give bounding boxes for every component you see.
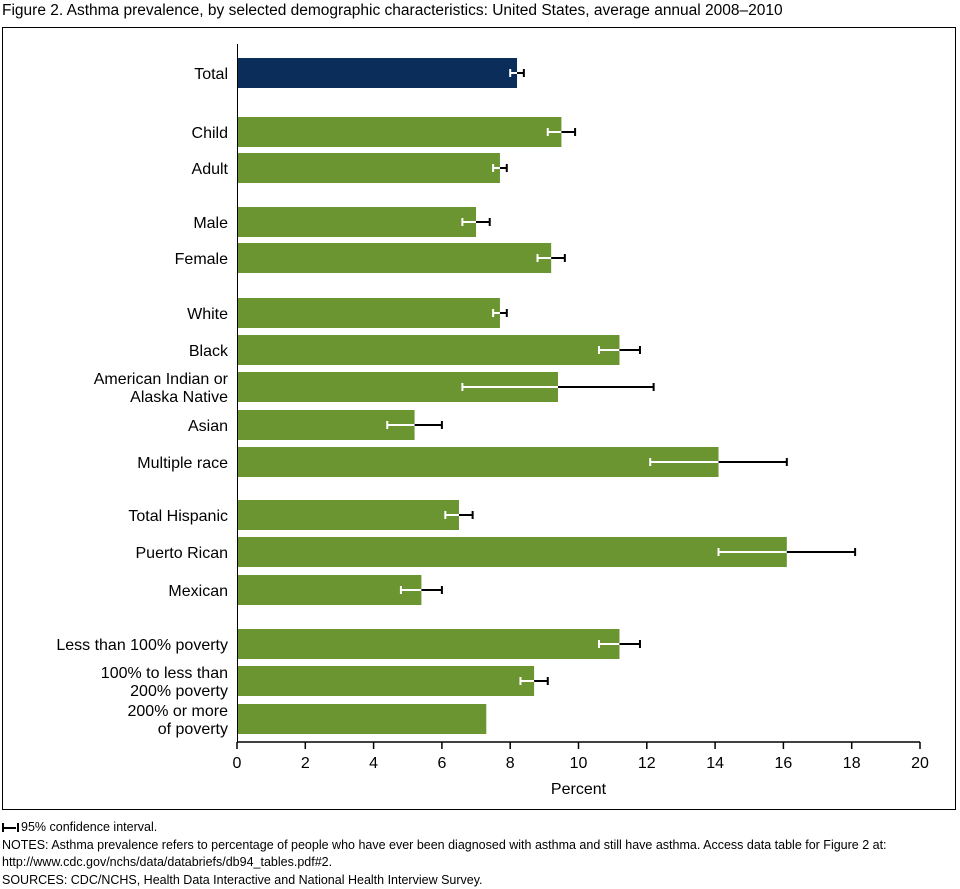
- bar: [237, 666, 535, 696]
- category-label: Asian: [188, 418, 228, 435]
- bar: [237, 335, 620, 365]
- bar: [237, 704, 487, 734]
- category-label: White: [187, 306, 228, 323]
- x-tick-label: 4: [369, 755, 378, 772]
- bar: [237, 447, 719, 477]
- category-label: 200% or more: [128, 703, 229, 720]
- bar: [237, 537, 787, 567]
- category-label: Male: [193, 215, 228, 232]
- ci-legend: 95% confidence interval.: [2, 819, 958, 837]
- bar: [237, 117, 562, 147]
- category-label: Total: [194, 66, 228, 83]
- category-label: Puerto Rican: [136, 545, 229, 562]
- notes-section: 95% confidence interval. NOTES: Asthma p…: [2, 819, 958, 889]
- ci-legend-label: 95% confidence interval.: [21, 820, 158, 834]
- figure-title: Figure 2. Asthma prevalence, by selected…: [2, 2, 783, 19]
- category-label: American Indian or: [94, 371, 229, 388]
- category-label: Adult: [192, 161, 229, 178]
- x-tick-label: 2: [301, 755, 310, 772]
- bar: [237, 243, 552, 273]
- x-tick-label: 0: [233, 755, 242, 772]
- x-tick-label: 10: [570, 755, 588, 772]
- notes-line-2: http://www.cdc.gov/nchs/data/databriefs/…: [2, 855, 333, 869]
- bar: [237, 298, 500, 328]
- bar: [237, 575, 422, 605]
- category-label: Total Hispanic: [128, 508, 228, 525]
- x-tick-label: 6: [437, 755, 446, 772]
- category-label: 200% poverty: [130, 683, 228, 700]
- category-label: Multiple race: [137, 455, 228, 472]
- x-tick-label: 16: [775, 755, 793, 772]
- bar: [237, 629, 620, 659]
- x-tick-label: 20: [911, 755, 929, 772]
- bar: [237, 153, 500, 183]
- x-axis-title: Percent: [551, 781, 607, 798]
- chart-frame: Total Child Adult Male Female White Black Ameri…: [2, 27, 956, 810]
- bar-chart: Total Child Adult Male Female White Black Ameri…: [56, 44, 929, 798]
- category-label: Black: [189, 343, 229, 360]
- notes-line-1: NOTES: Asthma prevalence refers to perce…: [2, 837, 887, 852]
- ci-legend-icon: [2, 823, 19, 832]
- bar: [237, 500, 459, 530]
- sources-line: SOURCES: CDC/NCHS, Health Data Interacti…: [2, 872, 483, 887]
- category-label: Alaska Native: [130, 389, 228, 406]
- x-tick-label: 14: [706, 755, 724, 772]
- bar: [237, 207, 477, 237]
- bar: [237, 410, 415, 440]
- x-tick-label: 18: [843, 755, 861, 772]
- x-tick-label: 12: [638, 755, 656, 772]
- bar: [237, 58, 518, 88]
- category-label: 100% to less than: [101, 665, 228, 682]
- category-label: Female: [175, 251, 228, 268]
- x-tick-label: 8: [506, 755, 515, 772]
- category-label: Child: [192, 125, 228, 142]
- category-label: of poverty: [158, 721, 228, 738]
- category-label: Less than 100% poverty: [56, 637, 228, 654]
- category-label: Mexican: [168, 583, 228, 600]
